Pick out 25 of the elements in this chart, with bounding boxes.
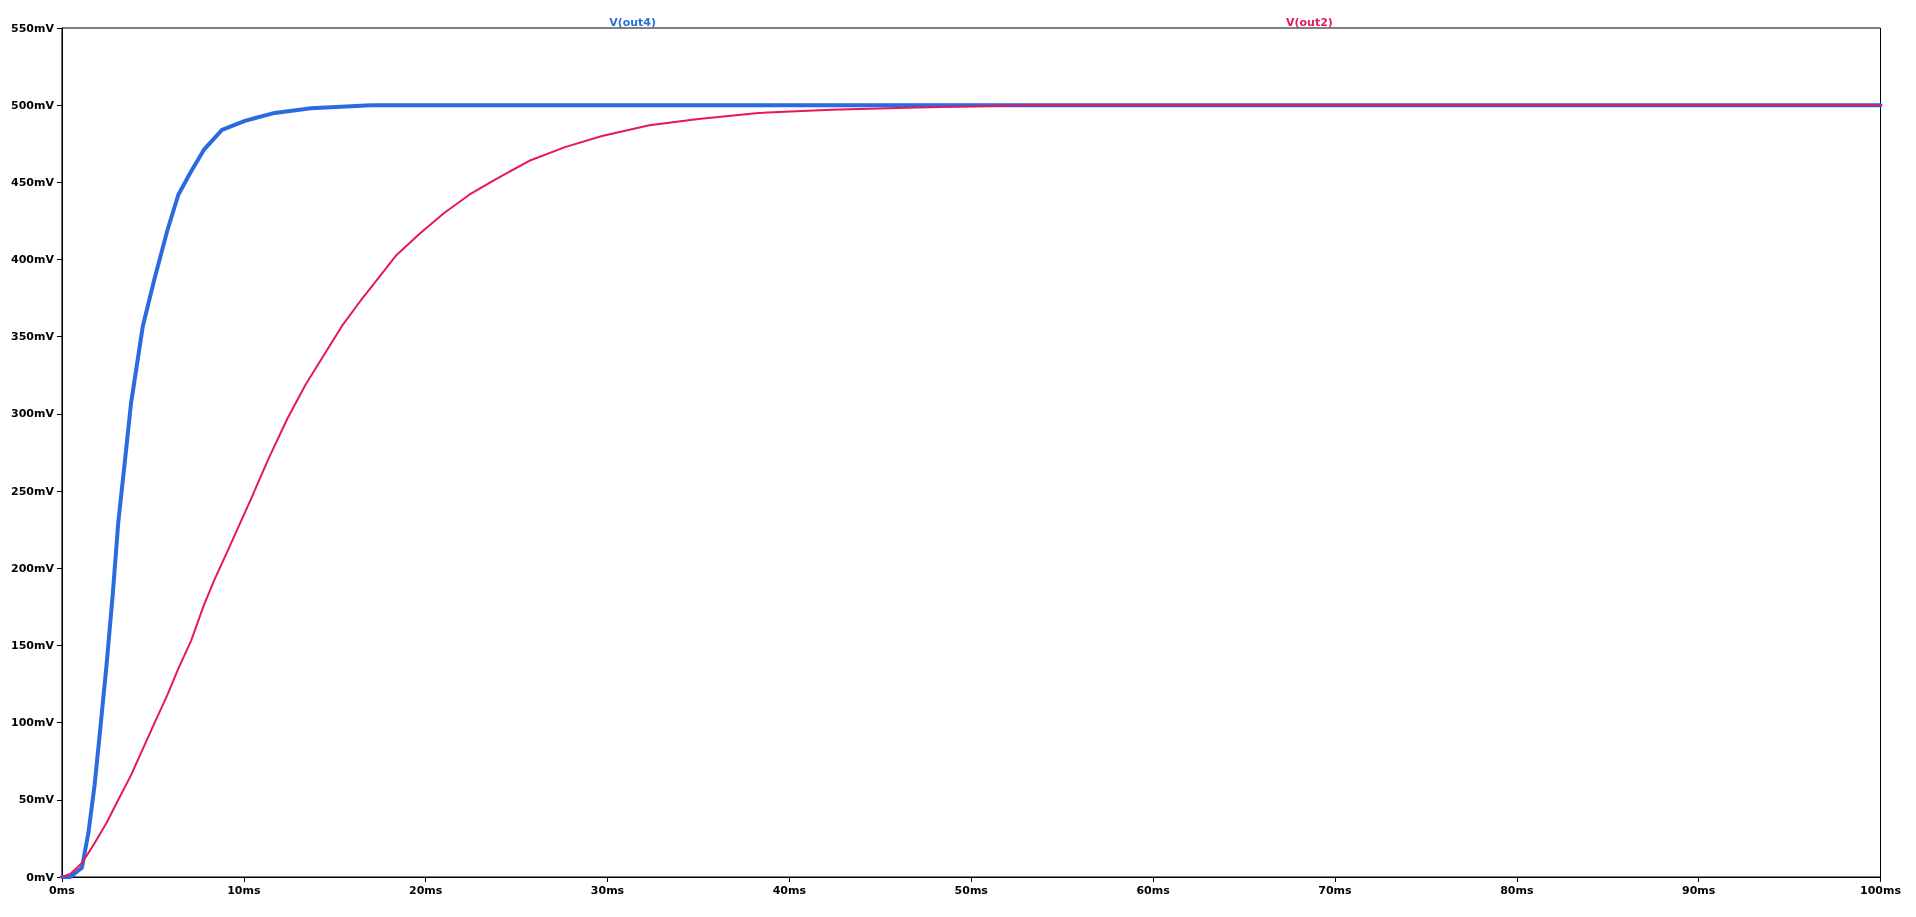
x-tick-label: 100ms bbox=[1860, 884, 1902, 897]
y-tick-label: 50mV bbox=[18, 793, 55, 807]
x-tick-label: 10ms bbox=[227, 884, 261, 897]
x-tick-label: 70ms bbox=[1318, 884, 1353, 897]
y-tick-label: 300mV bbox=[11, 407, 55, 421]
y-tick-label: 500mV bbox=[11, 98, 55, 112]
y-tick-label: 200mV bbox=[11, 561, 55, 575]
y-tick-label: 550mV bbox=[11, 21, 55, 35]
x-tick-label: 90ms bbox=[1681, 884, 1716, 897]
y-tick-label: 0mV bbox=[26, 870, 55, 884]
y-tick-label: 450mV bbox=[11, 175, 55, 189]
x-tick-label: 80ms bbox=[1500, 884, 1534, 897]
y-tick-label: 350mV bbox=[11, 330, 55, 344]
y-tick-label: 250mV bbox=[11, 484, 55, 498]
x-tick-label: 0ms bbox=[49, 884, 76, 897]
y-tick-label: 150mV bbox=[11, 638, 55, 652]
x-tick-label: 30ms bbox=[590, 884, 625, 897]
y-tick-label: 400mV bbox=[11, 253, 55, 267]
x-tick-label: 20ms bbox=[408, 884, 443, 897]
x-tick-label: 60ms bbox=[1136, 884, 1171, 897]
x-tick-label: 50ms bbox=[954, 884, 989, 897]
text: V(out2) bbox=[1286, 15, 1333, 29]
x-tick-label: 40ms bbox=[772, 884, 807, 897]
text: V(out4) bbox=[609, 15, 657, 29]
y-tick-label: 100mV bbox=[11, 716, 55, 730]
